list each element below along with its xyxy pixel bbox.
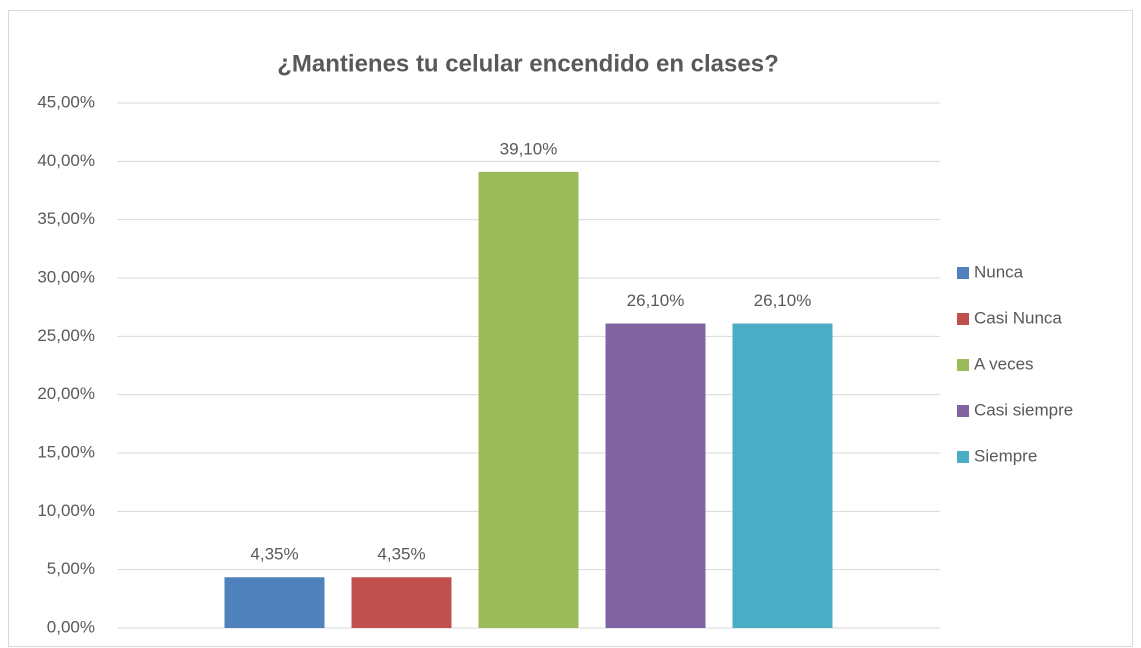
legend-label: Siempre	[974, 446, 1037, 465]
y-tick-label: 40,00%	[37, 151, 95, 170]
legend-label: Nunca	[974, 262, 1024, 281]
legend-swatch	[957, 405, 969, 417]
legend-label: Casi Nunca	[974, 308, 1062, 327]
legend-swatch	[957, 267, 969, 279]
data-label: 4,35%	[377, 545, 425, 564]
bar	[605, 323, 706, 628]
y-tick-label: 15,00%	[37, 442, 95, 461]
data-label: 26,10%	[754, 291, 812, 310]
legend-label: Casi siempre	[974, 400, 1073, 419]
data-label: 4,35%	[250, 545, 298, 564]
y-tick-label: 35,00%	[37, 209, 95, 228]
legend-swatch	[957, 313, 969, 325]
data-label: 26,10%	[627, 291, 685, 310]
bar	[478, 171, 579, 629]
y-tick-label: 5,00%	[47, 559, 95, 578]
y-tick-label: 45,00%	[37, 92, 95, 111]
y-tick-label: 20,00%	[37, 384, 95, 403]
y-tick-label: 25,00%	[37, 326, 95, 345]
bar	[732, 323, 833, 628]
y-tick-label: 10,00%	[37, 501, 95, 520]
legend-swatch	[957, 359, 969, 371]
y-tick-label: 0,00%	[47, 617, 95, 636]
y-tick-label: 30,00%	[37, 267, 95, 286]
legend-label: A veces	[974, 354, 1034, 373]
bar	[224, 577, 325, 628]
bar	[351, 577, 452, 628]
data-label: 39,10%	[500, 139, 558, 158]
legend-swatch	[957, 451, 969, 463]
chart-title: ¿Mantienes tu celular encendido en clase…	[277, 50, 778, 77]
